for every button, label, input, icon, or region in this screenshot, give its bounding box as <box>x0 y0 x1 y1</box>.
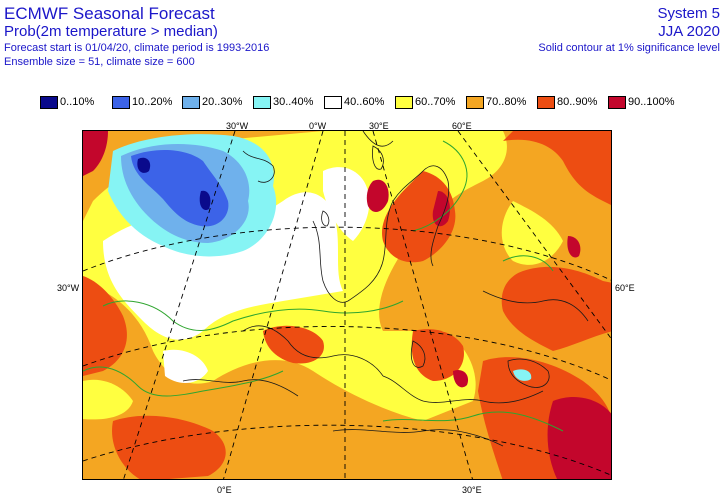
legend: 0..10% 10..20% 20..30% 30..40% 40..60% 6… <box>40 95 690 109</box>
probability-map <box>82 130 612 480</box>
legend-swatch <box>112 95 130 109</box>
graticule-line <box>123 131 236 479</box>
coastline <box>312 220 349 303</box>
coastline <box>321 210 330 227</box>
season-label: JJA 2020 <box>658 23 720 40</box>
darkblue-region <box>199 190 211 211</box>
coastline <box>182 379 299 397</box>
red-region <box>83 276 127 376</box>
legend-label: 30..40% <box>273 96 314 108</box>
graticule <box>83 131 611 479</box>
graticule-line <box>83 424 611 476</box>
red-region <box>112 415 226 479</box>
white-region <box>163 349 208 383</box>
header-right: System 5 JJA 2020 Solid contour at 1% si… <box>538 4 720 55</box>
legend-item: 90..100% <box>608 95 674 109</box>
red-region <box>263 325 324 364</box>
legend-swatch <box>608 95 626 109</box>
legend-swatch <box>40 95 58 109</box>
yellow-region <box>83 379 133 420</box>
lon-label-top: 0°W <box>309 121 327 131</box>
legend-swatch <box>253 95 271 109</box>
coastline <box>372 145 384 170</box>
lon-label-bottom: 0°E <box>217 485 232 495</box>
red-region <box>501 266 611 351</box>
legend-label: 90..100% <box>628 96 675 108</box>
system-label: System 5 <box>657 5 720 22</box>
significance-contours <box>83 140 564 432</box>
legend-swatch <box>395 95 413 109</box>
legend-item: 20..30% <box>182 95 242 109</box>
graticule-line <box>372 131 473 479</box>
coastline <box>347 170 424 302</box>
lon-label-top: 60°E <box>452 121 472 131</box>
legend-label: 80..90% <box>557 96 598 108</box>
legend-label: 70..80% <box>486 96 527 108</box>
graticule-line <box>83 226 611 281</box>
coastline <box>482 290 589 322</box>
lon-label-bottom: 30°E <box>462 485 482 495</box>
contour-line <box>102 300 404 331</box>
darkblue-region <box>137 157 151 173</box>
graticule-line <box>223 131 324 479</box>
legend-swatch <box>537 95 555 109</box>
coastline <box>242 325 384 377</box>
contour-line <box>382 411 564 432</box>
forecast-info: Forecast start is 01/04/20, climate peri… <box>4 42 270 54</box>
coastline <box>410 340 426 368</box>
darkred-region <box>567 236 581 258</box>
coastline <box>507 358 550 388</box>
legend-item: 70..80% <box>466 95 526 109</box>
legend-item: 30..40% <box>253 95 313 109</box>
legend-label: 0..10% <box>60 96 95 108</box>
lon-label-right: 60°E <box>615 283 635 293</box>
darkred-region <box>366 179 389 213</box>
graticule-line <box>457 131 611 340</box>
legend-label: 10..20% <box>132 96 173 108</box>
graticule-line <box>83 326 611 381</box>
legend-swatch <box>324 95 342 109</box>
map-title: ECMWF Seasonal Forecast <box>4 4 215 23</box>
legend-label: 60..70% <box>415 96 456 108</box>
significance-note: Solid contour at 1% significance level <box>538 42 720 54</box>
legend-swatch <box>466 95 484 109</box>
legend-item: 80..90% <box>537 95 597 109</box>
white-region <box>323 167 370 241</box>
map-svg <box>83 131 611 479</box>
coastline <box>382 375 544 404</box>
lon-label-left: 30°W <box>57 283 80 293</box>
legend-swatch <box>182 95 200 109</box>
coastline <box>242 150 275 183</box>
lon-label-top: 30°E <box>369 121 389 131</box>
coastline <box>332 429 504 447</box>
contour-line <box>502 255 554 272</box>
yellow-region <box>501 201 563 265</box>
coastline <box>422 165 450 267</box>
contour-line <box>412 140 468 232</box>
legend-item: 0..10% <box>40 95 94 109</box>
darkred-region <box>547 397 611 479</box>
legend-item: 60..70% <box>395 95 455 109</box>
lon-label-top: 30°W <box>226 121 249 131</box>
coastlines <box>182 131 589 447</box>
legend-label: 40..60% <box>344 96 385 108</box>
coastline <box>362 131 394 147</box>
legend-item: 40..60% <box>324 95 384 109</box>
darkred-region <box>83 131 108 176</box>
ensemble-info: Ensemble size = 51, climate size = 600 <box>4 56 195 68</box>
darkred-region <box>432 191 450 227</box>
map-subtitle: Prob(2m temperature > median) <box>4 23 218 40</box>
cyan-spot <box>513 369 532 381</box>
legend-label: 20..30% <box>202 96 243 108</box>
legend-item: 10..20% <box>112 95 172 109</box>
red-region <box>382 171 456 263</box>
red-region <box>411 329 464 381</box>
darkred-region <box>453 369 469 388</box>
contour-line <box>83 366 284 397</box>
header-left: ECMWF Seasonal Forecast Prob(2m temperat… <box>4 4 269 69</box>
red-region <box>503 131 611 205</box>
